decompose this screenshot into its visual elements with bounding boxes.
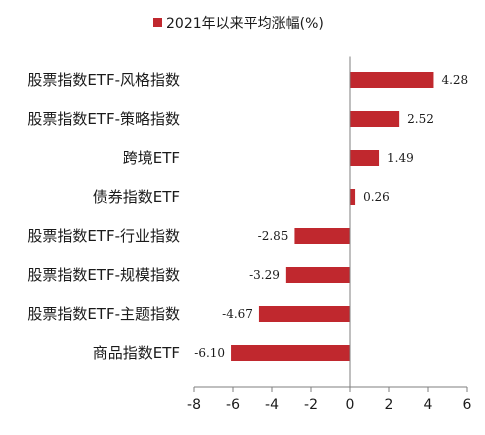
bar-4 [294,228,350,244]
category-label-4: 股票指数ETF-行业指数 [27,227,180,245]
bar-0 [350,72,434,88]
bar-6 [258,306,350,322]
x-tick-label-7: 6 [463,397,472,413]
bar-3 [350,189,356,205]
bars-group [231,72,434,361]
value-label-6: -4.67 [222,307,253,321]
category-label-5: 股票指数ETF-规模指数 [27,266,180,284]
legend-swatch [153,18,162,27]
x-tick-label-0: -8 [187,397,201,413]
bar-7 [231,345,350,361]
x-axis: -8 -6 -4 -2 0 2 4 6 [187,56,472,413]
x-tick-label-2: -4 [265,397,279,413]
value-label-4: -2.85 [258,229,289,243]
legend-label: 2021年以来平均涨幅(%) [166,16,324,32]
value-label-2: 1.49 [387,151,414,165]
category-label-1: 股票指数ETF-策略指数 [27,110,180,128]
x-tick-label-4: 0 [346,397,355,413]
value-label-0: 4.28 [441,73,468,87]
category-label-3: 债券指数ETF [93,188,180,206]
category-label-2: 跨境ETF [123,149,180,167]
legend: 2021年以来平均涨幅(%) [153,16,324,32]
bar-5 [285,267,350,283]
value-label-5: -3.29 [249,268,280,282]
bar-2 [350,150,380,166]
x-tick-label-6: 4 [424,397,433,413]
x-tick-label-5: 2 [385,397,394,413]
value-label-7: -6.10 [194,346,225,360]
category-label-6: 股票指数ETF-主题指数 [27,305,180,323]
value-label-3: 0.26 [363,190,390,204]
x-tick-label-1: -6 [226,397,240,413]
category-label-7: 商品指数ETF [93,344,180,362]
x-tick-label-3: -2 [304,397,318,413]
value-labels-group: 4.28 2.52 1.49 0.26 -2.85 -3.29 -4.67 -6.10 [194,73,468,360]
bar-1 [350,111,400,127]
value-label-1: 2.52 [407,112,434,126]
category-label-0: 股票指数ETF-风格指数 [27,71,180,89]
